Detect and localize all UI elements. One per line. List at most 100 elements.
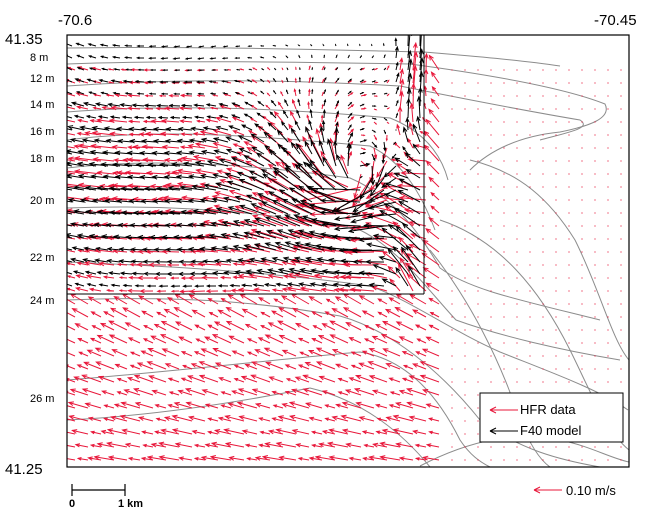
vector-arrow (421, 389, 440, 396)
vector-arrow (277, 320, 297, 331)
vector-arrow (254, 349, 271, 357)
vector-arrow (341, 401, 362, 409)
vector-arrow (67, 79, 73, 83)
vector-dot (464, 108, 466, 110)
vector-arrow (395, 266, 409, 287)
vector-arrow (158, 441, 180, 448)
vector-arrow (375, 430, 388, 435)
vector-dot (542, 251, 544, 253)
vector-arrow (73, 185, 97, 191)
vector-arrow (264, 145, 277, 155)
velocity-scale-label: 0.10 m/s (566, 483, 616, 498)
vector-arrow (345, 270, 373, 276)
vector-dot (568, 186, 570, 188)
vector-arrow (278, 189, 301, 203)
vector-dot (477, 225, 479, 227)
vector-dot (555, 69, 557, 71)
f40-model-vector-field (67, 35, 425, 288)
vector-arrow (225, 307, 245, 318)
vector-dot (555, 329, 557, 331)
vector-dot (555, 173, 557, 175)
vector-arrow (74, 282, 85, 287)
vector-arrow (273, 298, 284, 305)
vector-arrow (383, 193, 409, 203)
vector-dot (594, 459, 596, 461)
vector-arrow (358, 295, 375, 305)
vector-dot (555, 342, 557, 344)
vector-dot (555, 316, 557, 318)
vector-arrow (214, 362, 232, 370)
vector-arrow (158, 94, 167, 98)
vector-dot (542, 329, 544, 331)
vector-arrow (211, 334, 232, 344)
vector-arrow (199, 197, 217, 203)
vector-arrow (298, 76, 301, 83)
vector-arrow (164, 138, 181, 144)
vector-arrow (373, 68, 379, 71)
vector-arrow (232, 130, 245, 136)
vector-dot (503, 446, 505, 448)
vector-dot (581, 329, 583, 331)
vector-arrow (399, 257, 414, 279)
vector-dot (581, 459, 583, 461)
vector-arrow (219, 105, 232, 110)
vector-arrow (197, 45, 205, 48)
vector-arrow (288, 187, 313, 203)
vector-arrow (226, 180, 253, 191)
vector-arrow (374, 403, 388, 409)
vector-dot (542, 225, 544, 227)
vector-arrow (120, 401, 141, 409)
vector-dot (607, 277, 609, 279)
vector-dot (620, 264, 622, 266)
vector-arrow (133, 374, 154, 383)
vector-arrow (327, 138, 337, 167)
vector-arrow (67, 54, 73, 59)
vector-arrow (282, 110, 289, 119)
vector-arrow (137, 416, 154, 422)
vector-arrow (404, 262, 427, 279)
vector-arrow (151, 389, 167, 396)
vector-dot (451, 459, 453, 461)
vector-arrow (165, 126, 181, 132)
vector-arrow (204, 443, 219, 448)
vector-dot (607, 69, 609, 71)
vector-dot (581, 69, 583, 71)
vector-arrow (265, 361, 284, 370)
vector-dot (542, 303, 544, 305)
vector-arrow (234, 56, 241, 60)
vector-dot (581, 368, 583, 370)
vector-arrow (73, 114, 85, 119)
vector-dot (529, 303, 531, 305)
vector-arrow (172, 57, 181, 60)
vector-arrow (220, 297, 232, 305)
vector-arrow (155, 186, 181, 191)
vector-dot (594, 173, 596, 175)
vector-arrow (387, 265, 401, 279)
vector-arrow (263, 347, 284, 357)
vector-arrow (96, 209, 121, 215)
vector-dot (594, 264, 596, 266)
vector-arrow (67, 418, 76, 422)
vector-arrow (411, 82, 416, 110)
vector-arrow (272, 77, 277, 83)
vector-arrow (321, 65, 325, 71)
vector-arrow (252, 283, 265, 287)
vector-arrow (358, 362, 375, 370)
vector-dot (464, 95, 466, 97)
vector-arrow (148, 262, 167, 268)
vector-arrow (165, 182, 193, 188)
vector-arrow (210, 221, 229, 227)
vector-arrow (318, 375, 336, 383)
vector-dot (477, 134, 479, 136)
vector-arrow (111, 44, 121, 47)
vector-arrow (419, 361, 440, 370)
vector-arrow (358, 270, 385, 276)
vector-dot (594, 212, 596, 214)
vector-dot (529, 108, 531, 110)
vector-arrow (71, 429, 89, 435)
vector-arrow (323, 54, 326, 59)
vector-arrow (281, 79, 284, 84)
vector-arrow (273, 67, 277, 71)
vector-dot (568, 381, 570, 383)
vector-dot (516, 147, 518, 149)
